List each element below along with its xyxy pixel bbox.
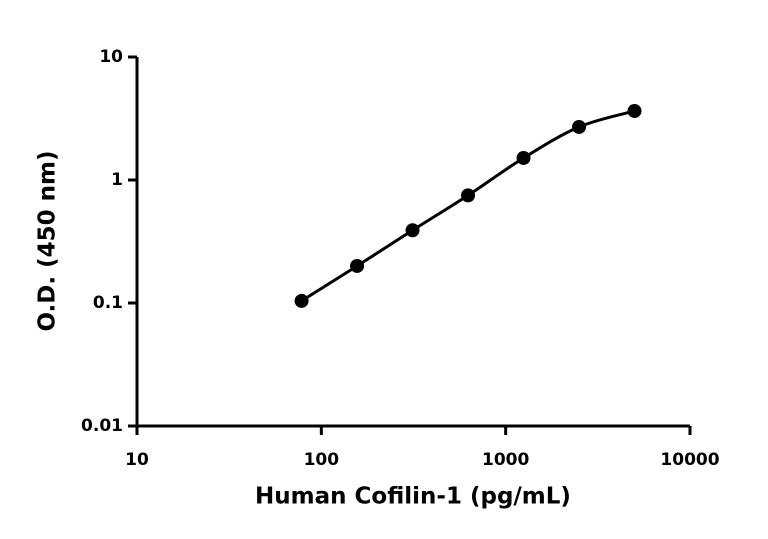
point xyxy=(627,103,642,118)
curve xyxy=(300,109,635,303)
y-tick-label: 0.1 xyxy=(93,293,123,313)
y-tick-label: 10 xyxy=(99,47,123,67)
y-tick-label: 1 xyxy=(111,170,123,190)
point xyxy=(405,223,420,238)
y-tick-label: 0.01 xyxy=(81,416,123,436)
x-tick-label: 10000 xyxy=(660,450,719,470)
x-tick-label: 1000 xyxy=(482,450,529,470)
point xyxy=(294,293,309,308)
point xyxy=(516,150,531,165)
point xyxy=(350,258,365,273)
x-tick-label: 10 xyxy=(125,450,149,470)
point xyxy=(461,188,476,203)
point xyxy=(572,119,587,134)
x-tick-label: 100 xyxy=(304,450,340,470)
y-axis-title: O.D. (450 nm) xyxy=(35,150,61,331)
x-axis-title: Human Cofilin-1 (pg/mL) xyxy=(255,484,571,510)
